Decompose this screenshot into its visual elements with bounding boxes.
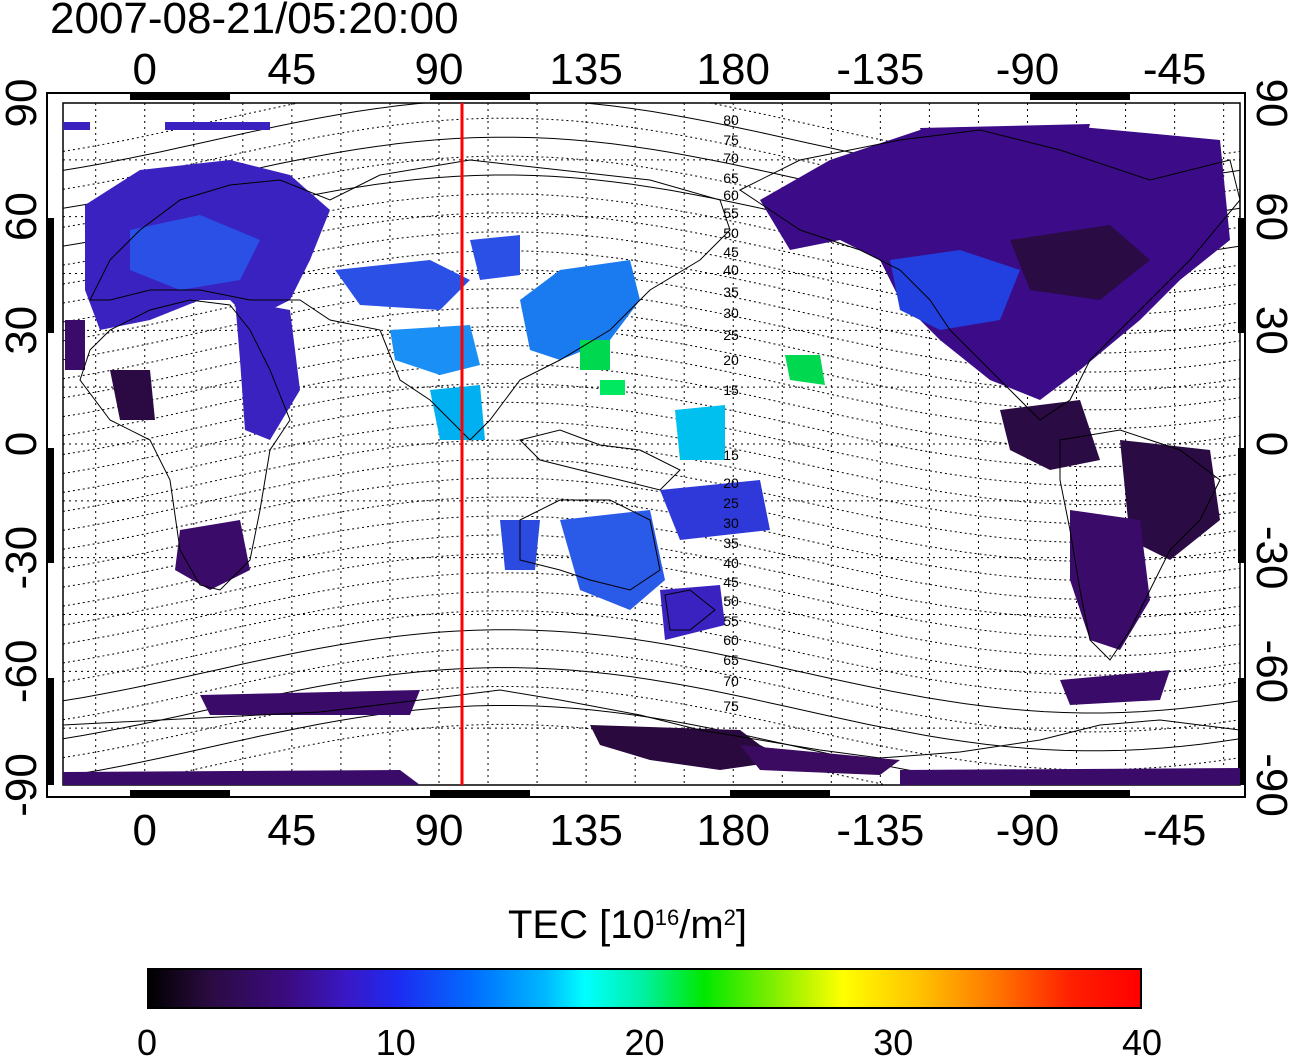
colorbar-tick-label: 0 xyxy=(136,1022,158,1063)
top-longitude-tick-label: 0 xyxy=(132,45,156,94)
magnetic-latitude-label: 55 xyxy=(723,205,739,221)
magnetic-latitude-label: 80 xyxy=(723,112,739,128)
magnetic-latitude-label: 40 xyxy=(723,262,739,278)
magnetic-latitude-label: 55 xyxy=(723,613,739,629)
colorbar xyxy=(147,968,1142,1009)
magnetic-latitude-label: 20 xyxy=(723,352,739,368)
top-longitude-tick-label: -135 xyxy=(836,45,924,94)
right-latitude-tick-label: 30 xyxy=(1247,306,1292,355)
magnetic-latitude-label: 65 xyxy=(723,170,739,186)
magnetic-latitude-label: 65 xyxy=(723,652,739,668)
bottom-longitude-tick-label: -45 xyxy=(1143,806,1207,855)
magnetic-latitude-label: 75 xyxy=(723,698,739,714)
colorbar-tick-label: 40 xyxy=(1121,1022,1163,1063)
magnetic-latitude-contour xyxy=(63,458,1240,543)
top-longitude-tick-label: 90 xyxy=(415,45,464,94)
top-longitude-tick-label: 180 xyxy=(697,45,770,94)
bottom-longitude-tick-label: 0 xyxy=(132,806,156,855)
map-frame xyxy=(46,92,1246,798)
top-longitude-tick-label: -45 xyxy=(1143,45,1207,94)
magnetic-latitude-label: 25 xyxy=(723,495,739,511)
magnetic-latitude-label: 45 xyxy=(723,244,739,260)
magnetic-latitude-label: 35 xyxy=(723,535,739,551)
map-title: 2007-08-21/05:20:00 xyxy=(50,0,459,43)
magnetic-latitude-label: 60 xyxy=(723,187,739,203)
magnetic-latitude-label: 40 xyxy=(723,555,739,571)
left-latitude-tick-label: 60 xyxy=(0,192,46,241)
magnetic-latitude-label: 15 xyxy=(723,447,739,463)
bottom-longitude-tick-label: 90 xyxy=(415,806,464,855)
left-latitude-tick-label: -90 xyxy=(0,753,46,817)
magnetic-latitude-contour xyxy=(63,420,1240,506)
magnetic-latitude-contour xyxy=(63,117,1240,202)
magnetic-latitude-contour xyxy=(63,610,1240,695)
magnetic-latitude-label: 35 xyxy=(723,284,739,300)
magnetic-latitude-label: 50 xyxy=(723,593,739,609)
magnetic-latitude-label: 45 xyxy=(723,574,739,590)
colorbar-title: TEC [1016/m2] xyxy=(508,903,748,947)
bottom-longitude-tick-label: 180 xyxy=(697,806,770,855)
magnetic-latitude-label: 50 xyxy=(723,225,739,241)
border-ticks xyxy=(47,93,1245,797)
bottom-longitude-tick-label: -90 xyxy=(996,806,1060,855)
colorbar-tick-label: 10 xyxy=(375,1022,416,1063)
top-longitude-tick-label: -90 xyxy=(996,45,1060,94)
magnetic-latitude-contour xyxy=(63,591,1240,676)
magnetic-latitude-label: 70 xyxy=(723,673,739,689)
bottom-longitude-tick-label: 135 xyxy=(549,806,622,855)
magnetic-latitude-contour xyxy=(63,496,1240,581)
coastlines xyxy=(63,129,1240,759)
magnetic-latitude-label: 15 xyxy=(723,382,739,398)
bottom-longitude-tick-label: -135 xyxy=(836,806,924,855)
left-latitude-tick-label: 0 xyxy=(0,432,46,456)
magnetic-latitude-contour xyxy=(63,629,1240,714)
bottom-longitude-ticks: 0 45 90 135 180 -135 -90 -45 xyxy=(132,806,1206,855)
top-longitude-tick-label: 45 xyxy=(267,45,316,94)
left-latitude-tick-label: -60 xyxy=(0,640,46,704)
right-latitude-tick-label: -90 xyxy=(1247,753,1292,817)
left-latitude-tick-label: 90 xyxy=(0,79,46,128)
bottom-longitude-tick-label: 45 xyxy=(267,806,316,855)
right-latitude-ticks: 90 60 30 0 -30 -60 -90 xyxy=(1247,79,1292,817)
right-latitude-tick-label: 60 xyxy=(1247,192,1292,241)
magnetic-latitude-contour xyxy=(63,686,1240,771)
top-longitude-tick-label: 135 xyxy=(549,45,622,94)
magnetic-latitude-contour xyxy=(63,477,1240,562)
magnetic-latitude-contour xyxy=(63,648,1240,733)
magnetic-latitude-contour xyxy=(63,103,1240,165)
top-longitude-ticks: 0 45 90 135 180 -135 -90 -45 xyxy=(132,45,1206,94)
colorbar-tick-label: 30 xyxy=(873,1022,914,1063)
left-latitude-tick-label: 30 xyxy=(0,306,46,355)
left-latitude-tick-label: -30 xyxy=(0,526,46,590)
magnetic-latitude-label: 70 xyxy=(723,150,739,166)
left-latitude-ticks: 90 60 30 0 -30 -60 -90 xyxy=(0,79,46,817)
right-latitude-tick-label: -30 xyxy=(1247,526,1292,590)
magnetic-latitude-label: 25 xyxy=(723,327,739,343)
magnetic-latitude-label: 30 xyxy=(723,305,739,321)
magnetic-latitude-label: 60 xyxy=(723,632,739,648)
magnetic-latitude-label: 75 xyxy=(723,132,739,148)
right-latitude-tick-label: -60 xyxy=(1247,640,1292,704)
colorbar-tick-label: 20 xyxy=(624,1022,665,1063)
magnetic-latitude-contour xyxy=(63,439,1240,524)
tec-map: 8075706560555045403530252015152025303540… xyxy=(0,45,1292,855)
magnetic-latitude-label: 30 xyxy=(723,515,739,531)
tec-data-patches xyxy=(63,122,1240,785)
right-latitude-tick-label: 90 xyxy=(1247,79,1292,128)
magnetic-latitude-label: 20 xyxy=(723,475,739,491)
right-latitude-tick-label: 0 xyxy=(1247,432,1292,456)
magnetic-latitude-labels: 8075706560555045403530252015152025303540… xyxy=(723,112,739,714)
